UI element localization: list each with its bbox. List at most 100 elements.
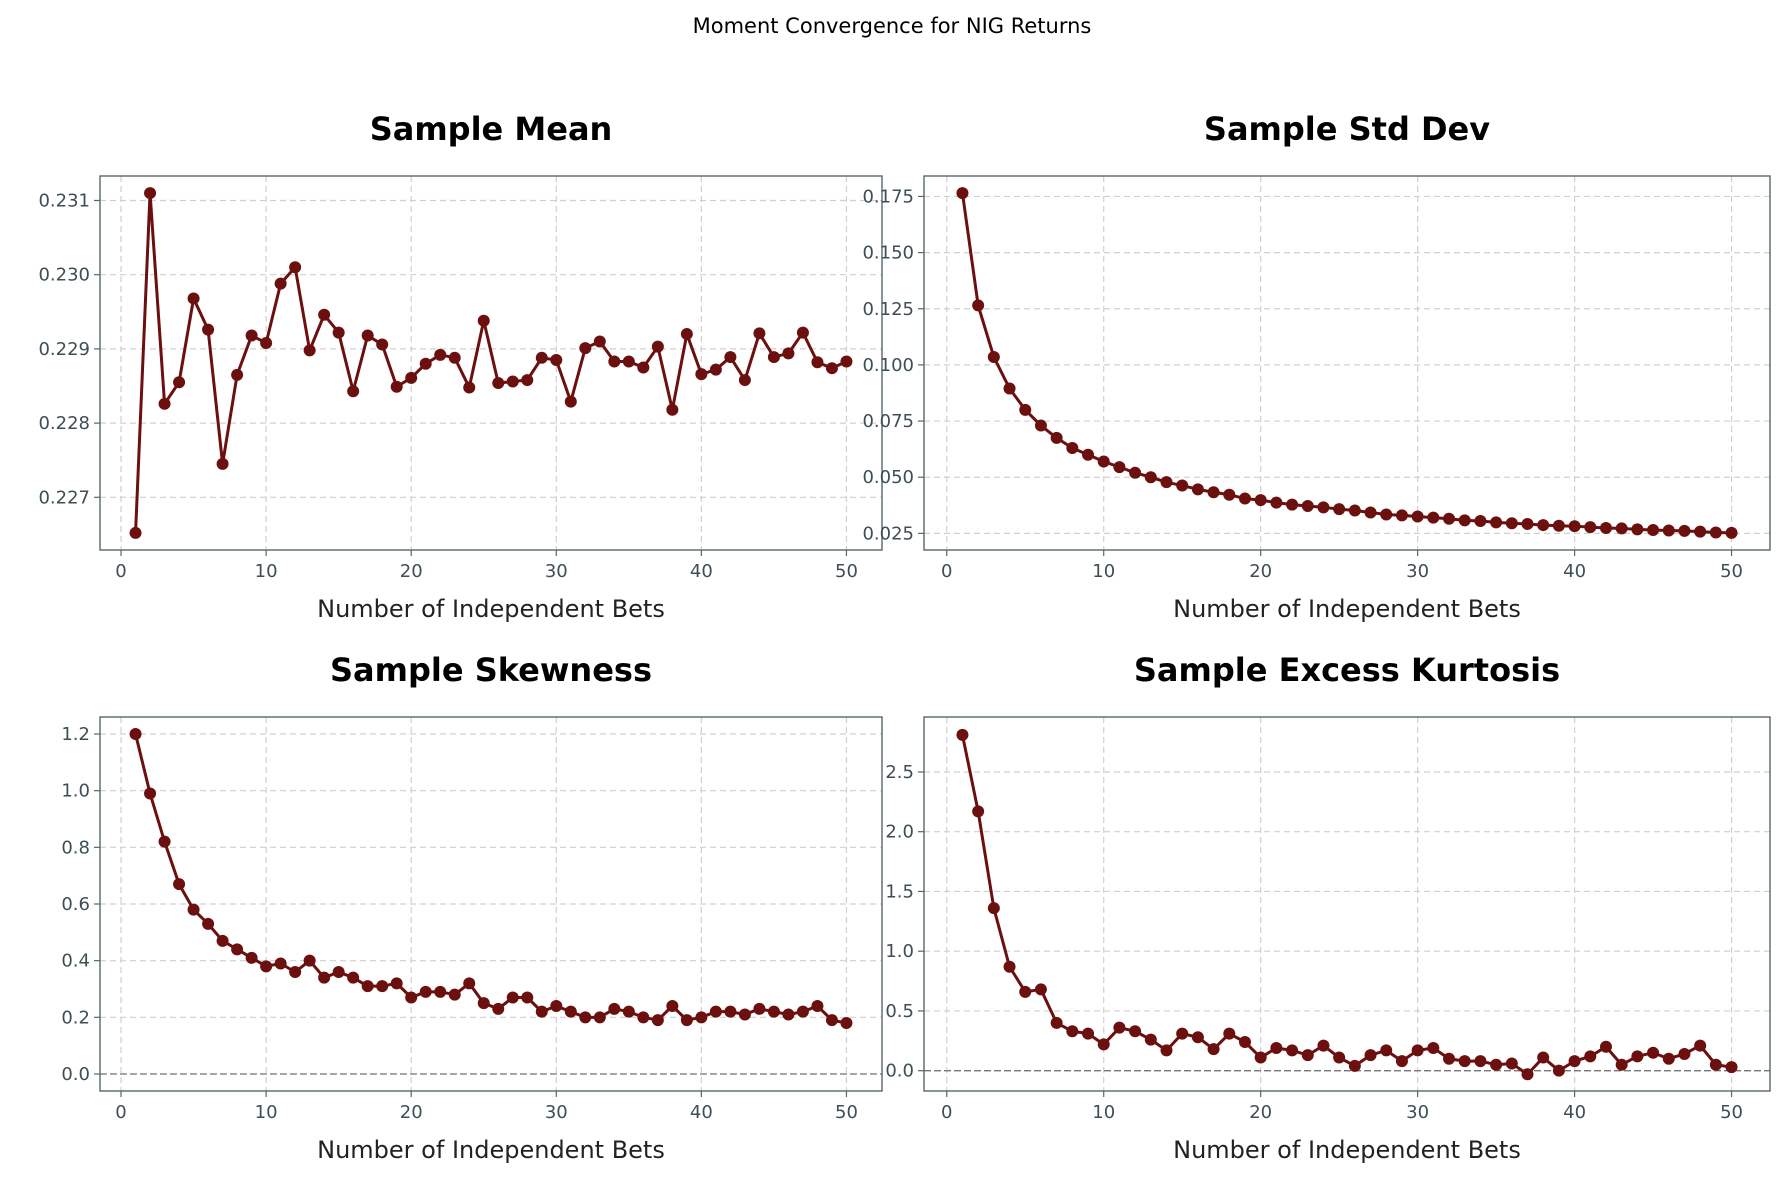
data-point	[173, 376, 186, 389]
data-point	[1207, 1043, 1220, 1056]
data-point	[477, 314, 490, 327]
data-point	[1223, 1027, 1236, 1040]
data-point	[1176, 479, 1189, 492]
x-tick-label: 10	[1092, 561, 1115, 582]
x-tick-label: 40	[690, 561, 713, 582]
data-point	[1380, 508, 1393, 521]
data-point	[695, 1011, 708, 1024]
y-tick-label: 0.075	[862, 411, 914, 432]
data-point	[1066, 1025, 1079, 1038]
data-point	[796, 326, 809, 339]
data-point	[564, 395, 577, 408]
data-point	[216, 934, 229, 947]
axes-frame	[923, 175, 1771, 551]
y-tick-label: 0.4	[61, 951, 90, 972]
data-point	[782, 1008, 795, 1021]
axes-frame	[99, 716, 883, 1092]
data-point	[695, 368, 708, 381]
data-point	[1725, 526, 1738, 539]
x-axis-label: Number of Independent Bets	[1173, 1136, 1521, 1164]
data-point	[1254, 494, 1267, 507]
data-point	[1662, 524, 1675, 537]
series-line	[960, 734, 1732, 1076]
data-point	[1709, 1058, 1722, 1071]
data-point	[390, 380, 403, 393]
data-point	[1160, 476, 1173, 489]
x-tick-label: 30	[1406, 561, 1429, 582]
data-point	[956, 187, 969, 200]
data-point	[535, 1005, 548, 1018]
data-point	[811, 1000, 824, 1012]
data-point	[1443, 512, 1456, 525]
subplot-title: Sample Mean	[370, 110, 613, 148]
axes-frame	[923, 716, 1771, 1092]
data-point	[680, 1014, 693, 1027]
y-tick-label: 0.125	[862, 299, 914, 320]
data-point	[289, 261, 302, 274]
data-point	[593, 335, 606, 348]
data-point	[651, 340, 664, 353]
x-tick-label: 10	[255, 1102, 278, 1123]
data-point	[274, 957, 287, 970]
data-point	[129, 728, 142, 740]
data-point	[1003, 960, 1016, 973]
data-point	[753, 1002, 766, 1015]
data-point	[216, 457, 229, 470]
y-tick-label: 1.0	[885, 941, 914, 962]
data-point	[405, 371, 418, 384]
data-point	[666, 1000, 679, 1012]
y-tick-label: 1.2	[61, 724, 90, 745]
data-point	[245, 951, 258, 964]
data-point	[1647, 524, 1660, 537]
data-point	[1443, 1052, 1456, 1065]
data-point	[1474, 515, 1487, 528]
data-point	[1380, 1044, 1393, 1057]
subplot-title: Sample Excess Kurtosis	[1134, 651, 1560, 689]
data-point	[1662, 1052, 1675, 1065]
data-point	[434, 348, 447, 361]
data-point	[129, 526, 142, 539]
data-point	[1270, 496, 1283, 509]
series-line	[960, 192, 1732, 535]
y-tick-label: 0.050	[862, 467, 914, 488]
data-point	[987, 351, 1000, 364]
data-point	[535, 351, 548, 364]
data-point	[1348, 1059, 1361, 1072]
x-tick-label: 20	[400, 1102, 423, 1123]
data-point	[144, 187, 157, 200]
data-point	[738, 1008, 751, 1021]
x-tick-label: 50	[835, 1102, 858, 1123]
data-point	[347, 971, 360, 984]
data-point	[709, 1005, 722, 1018]
data-point	[303, 954, 316, 967]
x-tick-label: 0	[941, 561, 952, 582]
data-point	[506, 375, 519, 388]
data-point	[1505, 517, 1518, 530]
y-tick-label: 0.025	[862, 523, 914, 544]
data-point	[332, 326, 345, 339]
data-point	[1364, 1049, 1377, 1062]
y-tick-label: 2.5	[885, 762, 914, 783]
data-point	[390, 977, 403, 990]
data-point	[492, 377, 505, 390]
data-point	[1584, 1050, 1597, 1063]
data-point	[1191, 483, 1204, 496]
x-axis-label: Number of Independent Bets	[1173, 595, 1521, 623]
data-point	[492, 1002, 505, 1015]
data-point	[1223, 488, 1236, 501]
data-point	[1317, 501, 1330, 514]
data-point	[1286, 498, 1299, 511]
data-point	[1129, 466, 1142, 479]
data-point	[419, 357, 432, 370]
data-point	[332, 966, 345, 978]
subplot-2: 0 10 20 30 40 50 0.025 0.050 0.075 0.100 0.125 0.15…	[862, 110, 1771, 623]
y-tick-label: 2.0	[885, 822, 914, 843]
y-tick-label: 0.227	[38, 487, 90, 508]
data-point	[1490, 516, 1503, 529]
data-point	[1238, 1036, 1251, 1049]
data-point	[767, 1005, 780, 1018]
data-point	[347, 385, 360, 398]
data-point	[463, 381, 476, 394]
data-point	[550, 1000, 563, 1012]
axes-frame	[99, 175, 883, 551]
